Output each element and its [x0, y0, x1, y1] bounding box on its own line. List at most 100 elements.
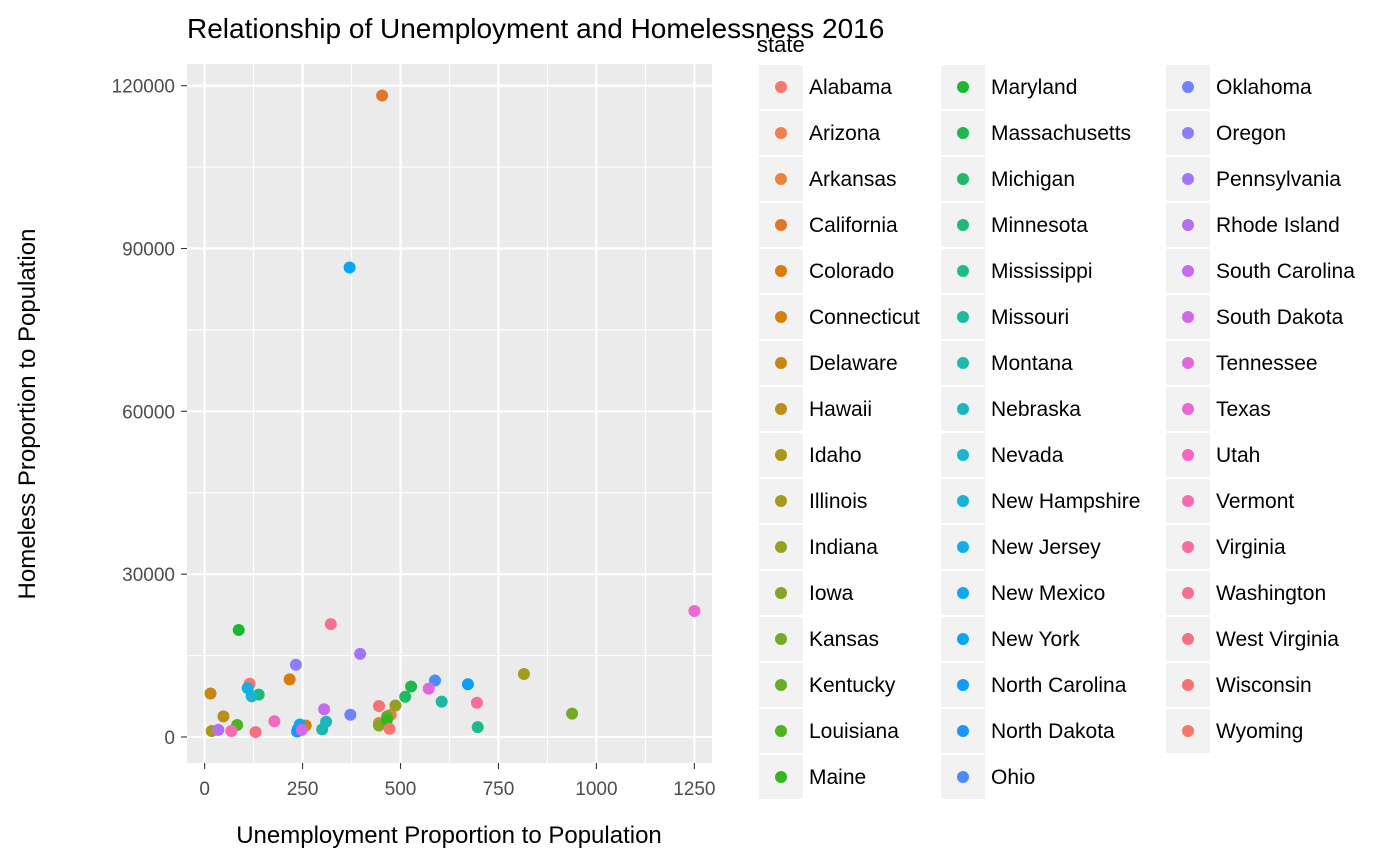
- legend-swatch: [775, 265, 787, 277]
- data-point: [389, 699, 402, 712]
- legend-swatch: [1182, 311, 1194, 323]
- legend-swatch: [775, 403, 787, 415]
- legend-swatch: [1182, 81, 1194, 93]
- data-point: [566, 707, 579, 720]
- x-tick-label: 750: [483, 779, 515, 800]
- data-point: [343, 261, 356, 274]
- legend-swatch: [957, 81, 969, 93]
- data-point: [435, 695, 448, 708]
- legend-swatch: [775, 357, 787, 369]
- legend-swatch: [775, 127, 787, 139]
- legend-swatch: [957, 403, 969, 415]
- legend-item: Missouri: [941, 295, 1069, 339]
- legend-label: Indiana: [809, 536, 878, 559]
- legend-swatch: [957, 633, 969, 645]
- legend-swatch: [1182, 173, 1194, 185]
- x-tick-label: 500: [385, 779, 417, 800]
- legend-item: Maryland: [941, 65, 1077, 109]
- legend-label: Oklahoma: [1216, 76, 1312, 99]
- legend-item: Arkansas: [759, 157, 897, 201]
- legend-swatch: [775, 219, 787, 231]
- legend-swatch: [957, 679, 969, 691]
- legend-item: New Mexico: [941, 571, 1105, 615]
- y-axis: 0 30000 60000 90000 120000: [112, 77, 187, 749]
- legend-item: Tennessee: [1166, 341, 1318, 385]
- legend-swatch: [1182, 403, 1194, 415]
- legend-item: New York: [941, 617, 1080, 661]
- data-point: [470, 696, 483, 709]
- legend-swatch: [1182, 357, 1194, 369]
- data-point: [517, 667, 530, 680]
- legend-label: Iowa: [809, 582, 854, 605]
- data-point: [289, 658, 302, 671]
- legend-label: South Carolina: [1216, 260, 1355, 283]
- legend-swatch: [1182, 495, 1194, 507]
- legend-item: Wyoming: [1166, 709, 1303, 753]
- legend-item: Delaware: [759, 341, 898, 385]
- legend-swatch: [775, 679, 787, 691]
- legend-item: Arizona: [759, 111, 881, 155]
- data-point: [225, 724, 238, 737]
- legend-swatch: [1182, 679, 1194, 691]
- legend-item: Illinois: [759, 479, 867, 523]
- legend-label: Vermont: [1216, 490, 1294, 513]
- legend-title: state: [757, 32, 805, 57]
- legend-item: Utah: [1166, 433, 1260, 477]
- major-gridlines: [187, 64, 712, 763]
- legend-swatch: [775, 81, 787, 93]
- data-point: [405, 680, 418, 693]
- legend-swatch: [775, 449, 787, 461]
- legend-item: Rhode Island: [1166, 203, 1340, 247]
- legend-item: Oregon: [1166, 111, 1286, 155]
- legend-item: North Carolina: [941, 663, 1127, 707]
- legend-label: Louisiana: [809, 720, 899, 743]
- legend-item: New Hampshire: [941, 479, 1140, 523]
- legend-label: Massachusetts: [991, 122, 1131, 145]
- legend-item: Pennsylvania: [1166, 157, 1341, 201]
- legend-label: Washington: [1216, 582, 1326, 605]
- legend-swatch: [775, 495, 787, 507]
- legend-label: Kansas: [809, 628, 879, 651]
- legend-item: Mississippi: [941, 249, 1093, 293]
- legend-swatch: [775, 771, 787, 783]
- legend-swatch: [957, 265, 969, 277]
- legend-label: Delaware: [809, 352, 898, 375]
- legend-label: North Dakota: [991, 720, 1115, 743]
- legend-swatch: [957, 219, 969, 231]
- legend-item: Nebraska: [941, 387, 1081, 431]
- legend-swatch: [957, 311, 969, 323]
- y-tick-label: 30000: [122, 565, 175, 586]
- legend-label: West Virginia: [1216, 628, 1339, 651]
- legend-item: South Dakota: [1166, 295, 1344, 339]
- data-point: [241, 682, 254, 695]
- data-point: [376, 89, 389, 102]
- legend-label: Kentucky: [809, 674, 896, 697]
- chart-title: Relationship of Unemployment and Homeles…: [187, 13, 884, 44]
- legend-label: Rhode Island: [1216, 214, 1340, 237]
- legend-item: Minnesota: [941, 203, 1088, 247]
- x-axis: 0 250 500 750 1000 1250: [199, 763, 716, 800]
- legend-item: Alabama: [759, 65, 892, 109]
- legend-swatch: [1182, 219, 1194, 231]
- legend-label: Wyoming: [1216, 720, 1303, 743]
- legend-swatch: [957, 449, 969, 461]
- legend-item: North Dakota: [941, 709, 1115, 753]
- legend-item: Montana: [941, 341, 1073, 385]
- y-tick-label: 120000: [112, 77, 175, 98]
- data-point: [461, 678, 474, 691]
- legend-label: Connecticut: [809, 306, 920, 329]
- legend: Alabama Arizona Arkansas California Colorado…: [759, 65, 1355, 799]
- legend-label: Colorado: [809, 260, 894, 283]
- data-point: [232, 624, 245, 637]
- legend-label: Texas: [1216, 398, 1271, 421]
- legend-item: Texas: [1166, 387, 1271, 431]
- legend-label: Utah: [1216, 444, 1260, 467]
- legend-item: Colorado: [759, 249, 894, 293]
- legend-swatch: [775, 633, 787, 645]
- legend-swatch: [957, 725, 969, 737]
- data-point: [204, 687, 217, 700]
- legend-swatch: [957, 771, 969, 783]
- legend-item: Iowa: [759, 571, 854, 615]
- legend-item: Maine: [759, 755, 866, 799]
